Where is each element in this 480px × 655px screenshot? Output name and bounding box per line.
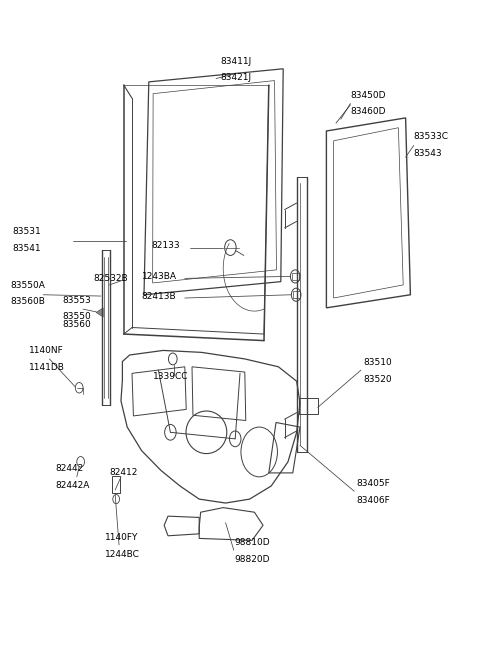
Text: 82412: 82412 xyxy=(109,468,138,477)
Text: 82413B: 82413B xyxy=(142,291,176,301)
Bar xyxy=(292,273,299,280)
Bar xyxy=(112,476,120,493)
Text: 1140FY: 1140FY xyxy=(105,533,138,542)
Text: 98820D: 98820D xyxy=(234,555,270,564)
Bar xyxy=(293,291,300,298)
Text: 83531: 83531 xyxy=(12,227,41,236)
Text: 83520: 83520 xyxy=(364,375,393,384)
Text: 82133: 82133 xyxy=(151,241,180,250)
Text: 1243BA: 1243BA xyxy=(142,272,177,281)
Text: 82532B: 82532B xyxy=(94,274,128,283)
Text: 83533C: 83533C xyxy=(414,132,449,141)
Text: 98810D: 98810D xyxy=(234,538,270,547)
Text: 83411J: 83411J xyxy=(220,56,252,66)
Text: 83560B: 83560B xyxy=(11,297,46,307)
Text: 82442: 82442 xyxy=(55,464,84,473)
Text: 83550: 83550 xyxy=(62,312,91,322)
Text: 83510: 83510 xyxy=(364,358,393,367)
Text: 83543: 83543 xyxy=(414,149,443,158)
Text: 82442A: 82442A xyxy=(55,481,90,490)
Text: 83406F: 83406F xyxy=(356,496,390,505)
Text: 83405F: 83405F xyxy=(356,479,390,488)
Text: 83550A: 83550A xyxy=(11,280,46,290)
Text: 83553: 83553 xyxy=(62,295,91,305)
Text: 1141DB: 1141DB xyxy=(29,363,65,372)
Text: 83450D: 83450D xyxy=(350,90,386,100)
Text: 1339CC: 1339CC xyxy=(153,372,188,381)
Polygon shape xyxy=(96,308,103,317)
Text: 1140NF: 1140NF xyxy=(29,346,63,355)
Text: 83460D: 83460D xyxy=(350,107,386,117)
Text: 83541: 83541 xyxy=(12,244,41,253)
Bar xyxy=(299,398,318,414)
Text: 83421J: 83421J xyxy=(221,73,252,83)
Text: 83560: 83560 xyxy=(62,320,91,329)
Text: 1244BC: 1244BC xyxy=(105,550,140,559)
